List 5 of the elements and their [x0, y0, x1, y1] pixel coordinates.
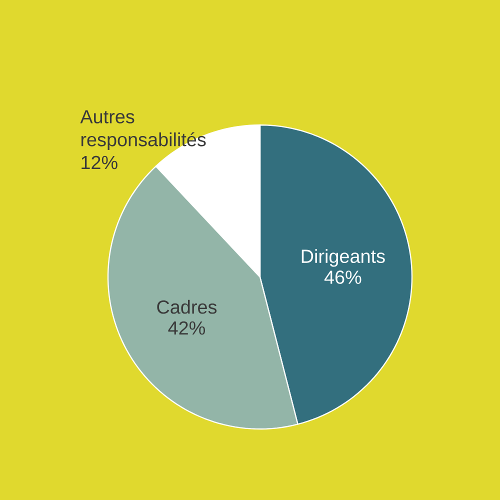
data-label: 46% [324, 270, 362, 284]
slice-label: Cadres [157, 300, 217, 314]
data-label: 42% [168, 321, 206, 335]
slice-label: Dirigeants [302, 249, 385, 267]
data-label: 12% [82, 156, 118, 170]
